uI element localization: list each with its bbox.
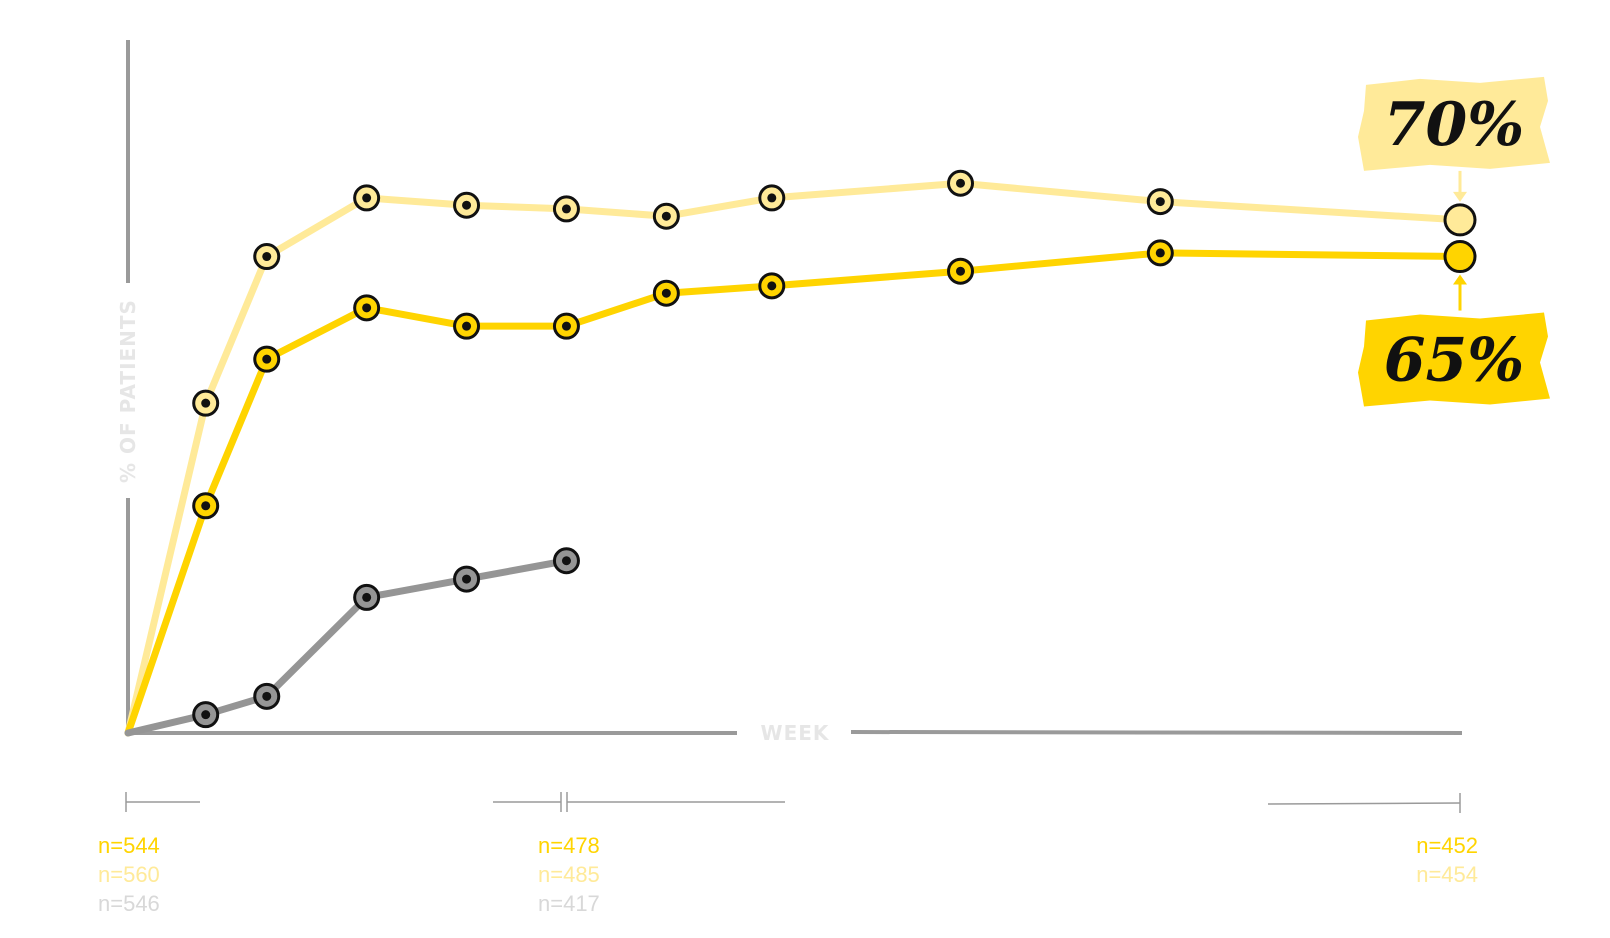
bracket-4-line: [1267, 802, 1461, 805]
series-a-point-center: [362, 303, 372, 313]
callout-a-background: [1358, 312, 1550, 407]
series-c-line: [124, 557, 570, 737]
series-c-point-center: [561, 556, 571, 566]
series-b-point-center: [1155, 197, 1165, 207]
series-a-point-center: [956, 266, 965, 276]
week-brackets: [125, 792, 1461, 813]
sample-size-group: n=452 n=454: [1416, 833, 1478, 887]
sample-size-label: n=544: [98, 833, 160, 858]
series-b: [124, 169, 1477, 737]
series-b-point-center: [767, 193, 777, 203]
sample-size-group: n=478 n=485 n=417: [538, 833, 600, 916]
series-c-point-center: [262, 691, 272, 701]
axes: % OF PATIENTS WEEK: [116, 40, 1463, 745]
series-b-point-center: [561, 204, 571, 214]
callout-b-arrowhead: [1453, 191, 1467, 202]
series-b-point-center: [462, 200, 472, 210]
sample-size-label: n=454: [1416, 862, 1478, 887]
series-a-point-center: [1155, 248, 1165, 258]
series-a-point-center: [661, 288, 671, 298]
series-layer: [124, 169, 1477, 737]
sample-size-label: n=452: [1416, 833, 1478, 858]
callout-layer: 70% 65%: [1358, 76, 1550, 407]
series-b-line: [124, 179, 1464, 737]
series-a-line: [124, 249, 1464, 737]
series-a-point-center: [262, 354, 272, 364]
series-b-point-center: [661, 211, 671, 221]
series-b-point-center: [262, 252, 272, 262]
series-a-point-center: [201, 501, 211, 511]
sample-size-label: n=485: [538, 862, 600, 887]
series-c-point-center: [462, 574, 472, 584]
series-a-point-center: [462, 321, 472, 331]
series-b-point-center: [956, 178, 965, 188]
series-b-end-point: [1443, 203, 1477, 237]
callout-a-label: 65%: [1384, 326, 1525, 396]
sample-size-group: n=544 n=560 n=546: [98, 833, 160, 916]
series-a: [124, 239, 1477, 737]
sample-size-label: n=560: [98, 862, 160, 887]
y-axis-label: % OF PATIENTS: [116, 299, 140, 483]
sample-size-labels: n=544 n=560 n=546 n=478 n=485 n=417 n=452 n=454: [98, 833, 1478, 916]
sample-size-label: n=546: [98, 891, 160, 916]
callout-b-background: [1358, 76, 1550, 171]
sample-size-label: n=417: [538, 891, 600, 916]
sample-size-label: n=478: [538, 833, 600, 858]
callout-a: 65%: [1358, 274, 1550, 407]
series-a-end-point: [1443, 240, 1477, 274]
x-axis-label: WEEK: [761, 721, 830, 745]
callout-b-label: 70%: [1384, 90, 1525, 160]
series-c: [124, 547, 580, 737]
series-a-point-center: [767, 281, 777, 291]
series-b-point-center: [201, 398, 211, 408]
callout-a-arrowhead: [1453, 274, 1467, 285]
series-b-point-center: [362, 193, 372, 203]
callout-b: 70%: [1358, 76, 1550, 202]
series-c-point-center: [201, 710, 211, 720]
x-axis-right: [850, 730, 1463, 735]
series-c-point-center: [362, 592, 372, 602]
series-a-point-center: [561, 321, 571, 331]
